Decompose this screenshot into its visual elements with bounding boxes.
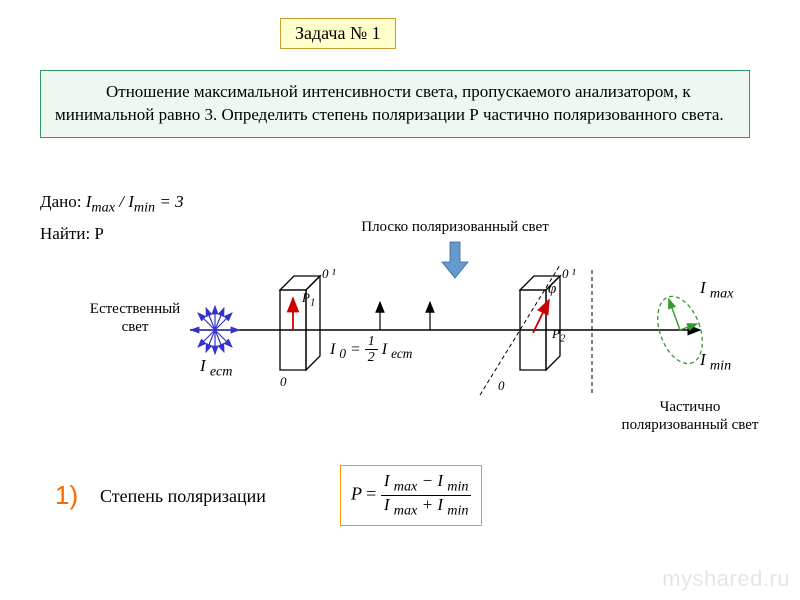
label-p1: P1	[302, 290, 315, 310]
equation-i0: I 0 = 1 2 I ест	[330, 334, 412, 366]
step-number: 1)	[55, 480, 78, 511]
label-p2: P2	[552, 326, 565, 346]
polarization-formula: P = I max − I min I max + I min	[340, 465, 482, 526]
label-imax: I max	[700, 278, 734, 302]
natural-light-star	[191, 306, 239, 354]
svg-text:0: 0	[280, 374, 287, 389]
svg-text:0 ¹: 0 ¹	[322, 266, 336, 281]
label-phi: φ	[548, 280, 556, 298]
down-arrow-icon	[442, 242, 468, 278]
watermark: myshared.ru	[662, 566, 790, 592]
svg-text:0 ¹: 0 ¹	[562, 266, 576, 281]
svg-text:0: 0	[498, 378, 505, 393]
label-i-est: I ест	[200, 356, 233, 380]
step-label: Степень поляризации	[100, 486, 266, 507]
label-imin: I min	[700, 350, 731, 374]
